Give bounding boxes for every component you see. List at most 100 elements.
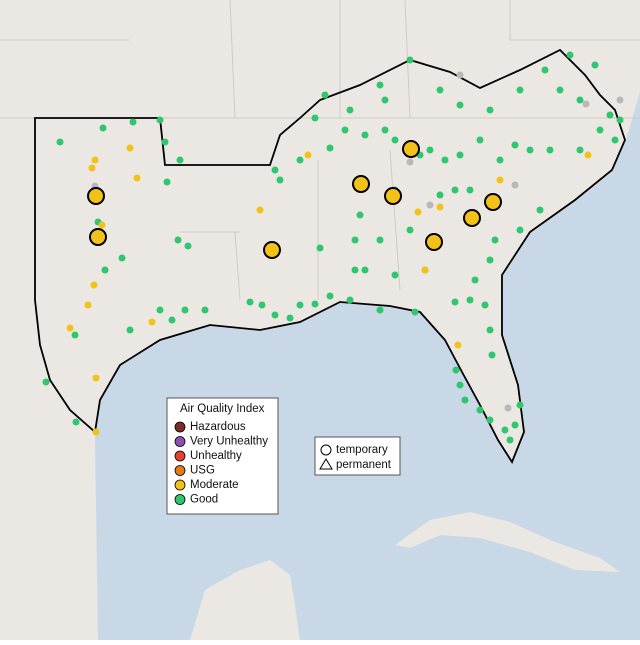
station-good xyxy=(56,138,64,146)
station-good xyxy=(436,191,444,199)
station-good xyxy=(461,396,469,404)
station-good xyxy=(516,401,524,409)
station-good xyxy=(351,266,359,274)
station-good xyxy=(436,86,444,94)
station-good xyxy=(156,306,164,314)
station-good xyxy=(486,416,494,424)
station-good xyxy=(606,111,614,119)
station-good xyxy=(441,156,449,164)
station-good xyxy=(516,86,524,94)
station-good xyxy=(161,138,169,146)
station-moderate xyxy=(496,176,504,184)
station-good xyxy=(181,306,189,314)
station-good xyxy=(576,96,584,104)
station-good xyxy=(326,292,334,300)
legend-swatch xyxy=(174,465,186,476)
station-good xyxy=(451,186,459,194)
station-good xyxy=(476,136,484,144)
station-good xyxy=(296,301,304,309)
station-good xyxy=(511,421,519,429)
triangle-symbol xyxy=(319,458,333,470)
station-good xyxy=(381,96,389,104)
station-good xyxy=(576,146,584,154)
station-moderate xyxy=(133,174,141,182)
station-good xyxy=(541,66,549,74)
station-good xyxy=(99,124,107,132)
station-good xyxy=(506,436,514,444)
legend-box xyxy=(166,397,279,515)
station-good xyxy=(176,156,184,164)
station-good xyxy=(491,236,499,244)
station-good xyxy=(376,236,384,244)
station-good xyxy=(156,116,164,124)
station-good xyxy=(361,266,369,274)
station-good xyxy=(168,316,176,324)
station-good xyxy=(566,51,574,59)
station-good xyxy=(516,226,524,234)
station-good xyxy=(71,331,79,339)
station-good xyxy=(351,236,359,244)
station-good xyxy=(476,406,484,414)
station-good xyxy=(536,206,544,214)
legend-items: Hazardous Very Unhealthy Unhealthy USG Moder… xyxy=(174,421,268,506)
yucatan xyxy=(190,560,300,640)
station-good xyxy=(296,156,304,164)
station-good xyxy=(526,146,534,154)
station-offline xyxy=(406,158,414,166)
station-temporary-moderate xyxy=(384,187,402,205)
station-good xyxy=(451,298,459,306)
station-offline xyxy=(511,181,519,189)
station-moderate xyxy=(84,301,92,309)
shape-legend-label: permanent xyxy=(336,459,392,471)
station-temporary-moderate xyxy=(263,241,281,259)
legend-label: Good xyxy=(190,494,218,506)
station-good xyxy=(381,126,389,134)
aqi-legend: Air Quality Index Hazardous Very Unhealth… xyxy=(166,397,279,515)
station-good xyxy=(376,306,384,314)
station-moderate xyxy=(91,156,99,164)
station-good xyxy=(286,314,294,322)
station-good xyxy=(471,276,479,284)
station-good xyxy=(316,244,324,252)
station-good xyxy=(391,271,399,279)
station-good xyxy=(341,126,349,134)
legend-swatch xyxy=(174,421,186,433)
legend-label: Unhealthy xyxy=(190,450,242,462)
station-good xyxy=(246,298,254,306)
station-good xyxy=(72,418,80,426)
station-good xyxy=(406,226,414,234)
station-good xyxy=(311,300,319,308)
station-good xyxy=(174,236,182,244)
station-good xyxy=(201,306,209,314)
station-moderate xyxy=(304,151,312,159)
station-good xyxy=(611,136,619,144)
station-good xyxy=(271,166,279,174)
legend-swatch xyxy=(174,494,186,505)
station-good xyxy=(391,136,399,144)
station-good xyxy=(488,351,496,359)
shape-legend: temporary permanent xyxy=(314,436,401,476)
station-temporary-moderate xyxy=(425,233,443,251)
station-good xyxy=(591,61,599,69)
station-temporary-moderate xyxy=(89,228,107,246)
stations xyxy=(42,51,624,444)
cuba xyxy=(395,512,620,572)
station-good xyxy=(452,366,460,374)
station-good xyxy=(321,91,329,99)
station-good xyxy=(376,81,384,89)
station-good xyxy=(466,186,474,194)
station-good xyxy=(496,156,504,164)
station-moderate xyxy=(92,428,100,436)
station-good xyxy=(501,426,509,434)
station-offline xyxy=(504,404,512,412)
legend-title: Air Quality Index xyxy=(180,403,265,415)
station-good xyxy=(163,178,171,186)
station-good xyxy=(456,381,464,389)
station-good xyxy=(276,176,284,184)
station-moderate xyxy=(454,341,462,349)
legend-label: Hazardous xyxy=(190,421,246,433)
station-good xyxy=(326,144,334,152)
station-good xyxy=(118,254,126,262)
station-offline xyxy=(426,201,434,209)
station-good xyxy=(546,146,554,154)
